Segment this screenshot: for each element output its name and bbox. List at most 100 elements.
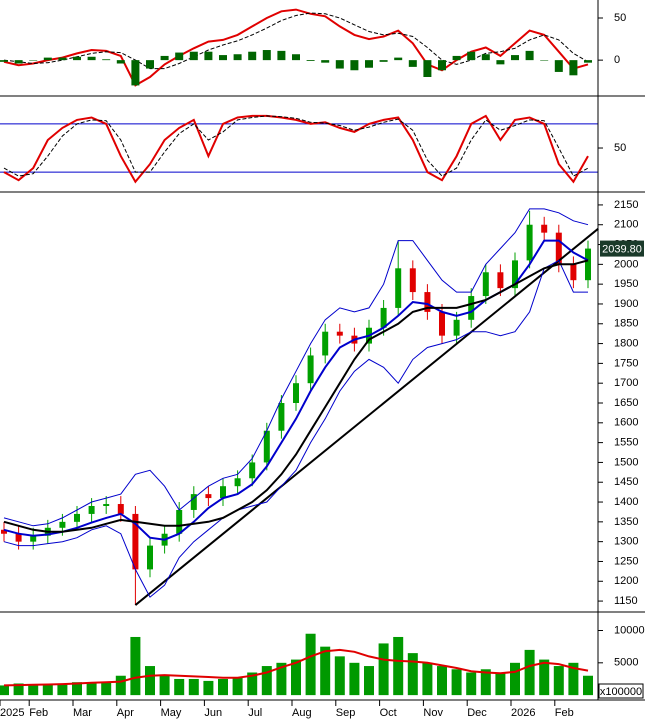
y-tick-label: 1850 <box>614 318 638 330</box>
series-line <box>3 648 589 687</box>
candle-body <box>103 504 110 506</box>
y-tick-label: 1550 <box>614 437 638 449</box>
volume-bar <box>480 669 491 696</box>
volume-bar <box>101 682 112 696</box>
unit-box <box>598 683 644 699</box>
volume-bar <box>72 682 82 696</box>
volume-bar <box>232 677 243 696</box>
volume-bar <box>261 666 272 696</box>
candle-body <box>541 224 548 233</box>
y-tick-label: 1200 <box>614 575 638 587</box>
volume-bar <box>364 666 374 696</box>
volume-bar <box>437 666 447 696</box>
x-tick-label: Oct <box>380 707 397 719</box>
histogram-bar <box>496 60 505 65</box>
y-tick-label: 1400 <box>614 496 638 508</box>
candle-body <box>482 272 489 297</box>
histogram-bar <box>408 60 417 67</box>
candle-body <box>555 232 562 265</box>
candle-body <box>1 529 7 534</box>
histogram-bar <box>306 60 315 61</box>
volume-bar <box>159 675 170 696</box>
volume-bar <box>524 649 535 696</box>
volume-bar <box>466 672 477 696</box>
histogram-bar <box>87 56 96 61</box>
histogram-bar <box>160 55 169 61</box>
candle-body <box>512 260 518 289</box>
y-tick-label: 50 <box>614 12 626 24</box>
volume-bar <box>305 633 316 696</box>
y-tick-label: 1950 <box>614 278 638 290</box>
y-tick-label: 1300 <box>614 536 638 548</box>
y-tick-label: 1350 <box>614 516 638 528</box>
y-tick-label: 1600 <box>614 417 638 429</box>
candle-body <box>220 486 226 499</box>
series-line <box>3 259 589 533</box>
volume-bar <box>495 672 506 696</box>
histogram-bar <box>189 51 198 61</box>
last-price-label: 2039.80 <box>602 243 642 255</box>
candle-body <box>15 533 22 542</box>
candle-body <box>88 506 95 514</box>
volume-bar <box>247 672 258 696</box>
y-tick-label: 10000 <box>614 624 645 636</box>
y-tick-label: 1250 <box>614 555 638 567</box>
histogram-bar <box>423 60 432 77</box>
candle-body <box>439 311 445 336</box>
histogram-bar <box>554 60 563 72</box>
series-line <box>3 208 589 527</box>
x-tick-label: Mar <box>73 707 92 719</box>
candle-body <box>278 403 285 431</box>
x-tick-label: 2025 <box>0 707 24 719</box>
histogram-bar <box>481 54 490 61</box>
x-tick-label: Jul <box>248 707 262 719</box>
volume-bar <box>0 685 9 696</box>
series-line <box>3 115 589 177</box>
histogram-bar <box>131 60 140 86</box>
series-line <box>3 8 589 87</box>
x-tick-label: Nov <box>423 707 443 719</box>
histogram-bar <box>438 60 446 71</box>
histogram-bar <box>277 50 286 61</box>
histogram-bar <box>467 51 476 61</box>
candle-body <box>468 296 475 320</box>
candle-body <box>205 494 212 499</box>
y-tick-label: 1900 <box>614 298 638 310</box>
histogram-bar <box>365 60 373 68</box>
trendline <box>134 227 599 606</box>
volume-bar <box>334 656 345 696</box>
candle-body <box>409 268 416 293</box>
y-tick-label: 2150 <box>614 199 638 211</box>
volume-bar <box>13 683 24 696</box>
histogram-bar <box>0 60 8 62</box>
volume-bar <box>568 662 579 696</box>
histogram-bar <box>584 60 592 63</box>
histogram-bar <box>248 51 257 61</box>
candle-body <box>526 224 533 261</box>
series-line <box>3 12 589 70</box>
histogram-bar <box>43 57 52 61</box>
x-tick-label: Feb <box>555 707 574 719</box>
histogram-bar <box>146 60 154 69</box>
candle-body <box>395 268 402 308</box>
x-tick-label: May <box>161 707 182 719</box>
histogram-bar <box>29 60 38 61</box>
candle-body <box>176 509 183 534</box>
histogram-bar <box>525 50 534 61</box>
volume-bar <box>188 678 199 696</box>
volume-bar <box>218 678 228 696</box>
y-tick-label: 1150 <box>614 595 638 607</box>
histogram-bar <box>379 60 388 62</box>
volume-bar <box>349 662 360 696</box>
series-line <box>3 114 589 184</box>
histogram-bar <box>102 59 111 61</box>
volume-bar <box>407 653 418 696</box>
histogram-bar <box>204 51 213 61</box>
y-tick-label: 2000 <box>614 258 638 270</box>
volume-bar <box>174 678 185 696</box>
y-tick-label: 1800 <box>614 337 638 349</box>
histogram-bar <box>116 60 125 64</box>
x-tick-label: Apr <box>117 707 134 719</box>
volume-bar <box>393 636 404 696</box>
